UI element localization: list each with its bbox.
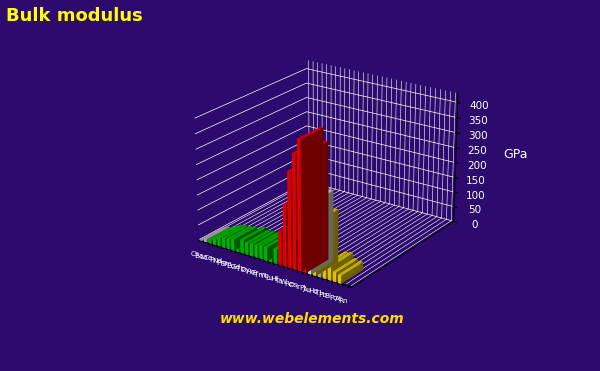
Text: Bulk modulus: Bulk modulus <box>6 7 143 26</box>
Text: www.webelements.com: www.webelements.com <box>220 312 404 326</box>
